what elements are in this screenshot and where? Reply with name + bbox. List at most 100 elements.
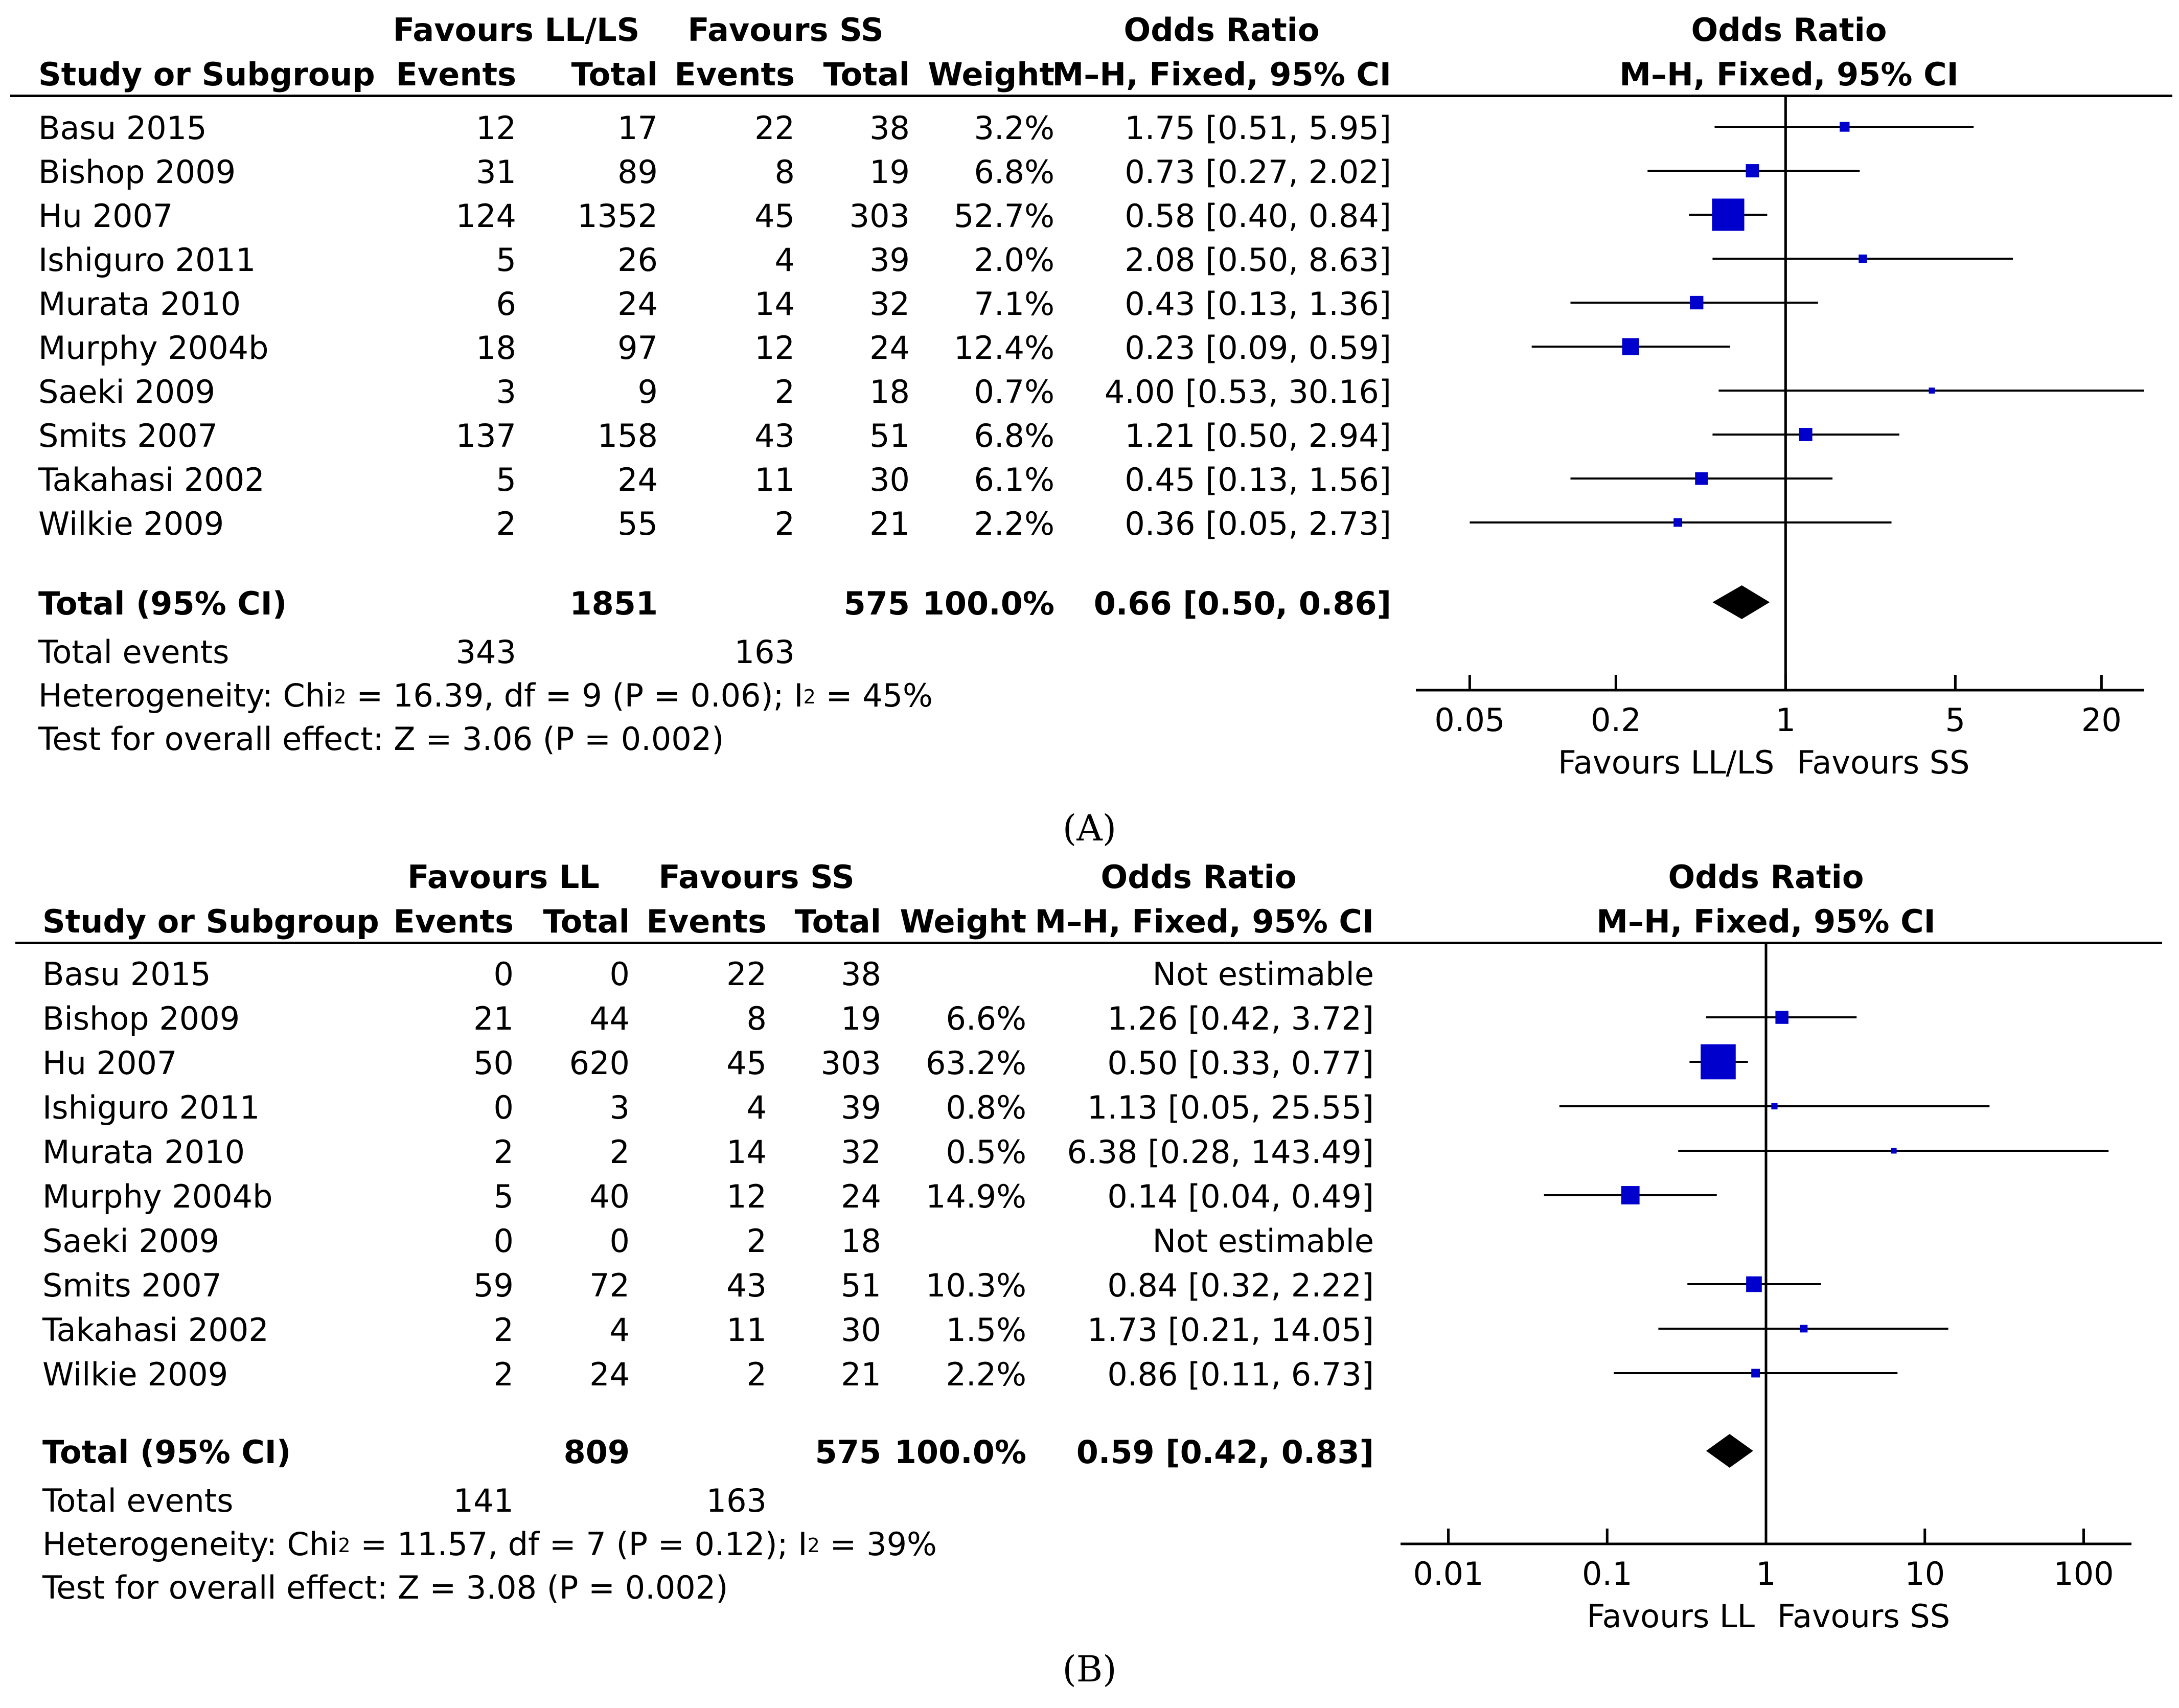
x-axis-tick-label: 0.2 <box>1591 701 1641 739</box>
total-label: Total (95% CI) <box>38 585 287 622</box>
point-estimate-marker <box>1751 1369 1760 1378</box>
study-weight: 6.1% <box>974 461 1054 498</box>
overall-effect-test: Test for overall effect: Z = 3.06 (P = 0… <box>38 720 724 758</box>
study-name: Smits 2007 <box>42 1267 222 1304</box>
total-group2: 18 <box>841 1222 881 1260</box>
study-name: Basu 2015 <box>42 955 211 993</box>
total-events-group2: 163 <box>734 633 795 671</box>
study-name: Murata 2010 <box>38 285 241 323</box>
odds-ratio-ci: 6.38 [0.28, 143.49] <box>1067 1133 1374 1171</box>
total-group2: 18 <box>869 373 910 411</box>
study-name: Murphy 2004b <box>38 329 269 367</box>
x-axis-tick-label: 10 <box>1905 1555 1945 1592</box>
total-group1: 3 <box>609 1089 630 1126</box>
pooled-diamond <box>1706 1434 1753 1468</box>
study-weight: 2.0% <box>974 241 1054 279</box>
total-group1: 1352 <box>577 197 658 235</box>
x-axis-tick-label: 5 <box>1945 701 1965 739</box>
x-axis-tick-label: 20 <box>2081 701 2122 739</box>
total-group2: 32 <box>841 1133 881 1171</box>
point-estimate-marker <box>1799 428 1813 441</box>
study-name: Bishop 2009 <box>42 1000 240 1037</box>
heterogeneity-middle: = 16.39, df = 9 (P = 0.06); I <box>346 677 804 714</box>
odds-ratio-ci: 0.84 [0.32, 2.22] <box>1107 1267 1374 1304</box>
study-name: Hu 2007 <box>38 197 173 235</box>
point-estimate-marker <box>1673 518 1683 527</box>
or-col-header-top: Odds Ratio <box>1123 11 1320 49</box>
odds-ratio-ci: 0.58 [0.40, 0.84] <box>1125 197 1391 235</box>
group2-header: Favours SS <box>658 858 855 896</box>
odds-ratio-ci: 0.50 [0.33, 0.77] <box>1107 1044 1374 1082</box>
heterogeneity-prefix: Heterogeneity: Chi <box>42 1525 338 1563</box>
total1-col-header: Total <box>543 903 630 940</box>
overall-effect-test: Test for overall effect: Z = 3.08 (P = 0… <box>42 1569 728 1606</box>
total1-col-header: Total <box>571 56 658 93</box>
odds-ratio-ci: 0.23 [0.09, 0.59] <box>1125 329 1391 367</box>
total-group1: 0 <box>609 955 630 993</box>
total-group2: 19 <box>841 1000 881 1037</box>
total-group2: 24 <box>841 1178 881 1215</box>
study-weight: 3.2% <box>974 109 1054 147</box>
total-group2: 30 <box>841 1311 881 1349</box>
total2-col-header: Total <box>823 56 910 93</box>
study-name: Wilkie 2009 <box>38 505 224 542</box>
events-group1: 2 <box>493 1356 514 1393</box>
study-weight: 7.1% <box>974 285 1054 323</box>
study-weight: 6.8% <box>974 417 1054 454</box>
events-group2: 2 <box>774 505 795 542</box>
plot-col-header-bottom: M–H, Fixed, 95% CI <box>1619 56 1959 93</box>
point-estimate-marker <box>1891 1148 1897 1154</box>
odds-ratio-ci: Not estimable <box>1152 955 1374 993</box>
events-group1: 5 <box>493 1178 514 1215</box>
study-name: Saeki 2009 <box>42 1222 220 1260</box>
x-axis-tick-label: 100 <box>2053 1555 2114 1592</box>
study-name: Ishiguro 2011 <box>42 1089 260 1126</box>
favours-right-label: Favours SS <box>1777 1598 1950 1635</box>
total-group2: 303 <box>849 197 910 235</box>
point-estimate-marker <box>1695 472 1708 485</box>
total-group2: 38 <box>869 109 910 147</box>
odds-ratio-ci: 4.00 [0.53, 30.16] <box>1104 373 1391 411</box>
study-name: Smits 2007 <box>38 417 218 454</box>
heterogeneity-sup1: 2 <box>338 1534 351 1557</box>
odds-ratio-ci: 1.26 [0.42, 3.72] <box>1107 1000 1374 1037</box>
total-group2: 51 <box>869 417 910 454</box>
total-weight: 100.0% <box>894 1433 1026 1471</box>
study-weight: 2.2% <box>946 1356 1026 1393</box>
total-group1: 44 <box>589 1000 630 1037</box>
or-col-header-bottom: M–H, Fixed, 95% CI <box>1052 56 1391 93</box>
events-group1: 12 <box>476 109 516 147</box>
x-axis-tick-label: 0.01 <box>1413 1555 1484 1592</box>
total-group1: 24 <box>617 461 658 498</box>
study-name: Bishop 2009 <box>38 153 236 191</box>
point-estimate-marker <box>1800 1325 1808 1333</box>
or-col-header-top: Odds Ratio <box>1100 858 1297 896</box>
study-name: Takahasi 2002 <box>38 461 265 498</box>
study-weight: 0.8% <box>946 1089 1026 1126</box>
events-group2: 22 <box>754 109 795 147</box>
study-weight: 1.5% <box>946 1311 1026 1349</box>
group2-header: Favours SS <box>687 11 884 49</box>
total-weight: 100.0% <box>922 585 1054 622</box>
events-group2: 8 <box>774 153 795 191</box>
forest-plot: 0.05 0.2 1 5 20 Favours LL/LS Favours SS <box>1416 95 2144 781</box>
events-group1: 3 <box>496 373 516 411</box>
study-name: Murphy 2004b <box>42 1178 273 1215</box>
heterogeneity-stat: Heterogeneity: Chi2 = 16.39, df = 9 (P =… <box>38 680 933 712</box>
events-group1: 0 <box>493 955 514 993</box>
events-group2: 45 <box>726 1044 767 1082</box>
panel-label: (B) <box>1062 1648 1117 1690</box>
events2-col-header: Events <box>674 56 795 93</box>
events-group2: 11 <box>726 1311 767 1349</box>
total-group1: 89 <box>617 153 658 191</box>
total-group2: 575 <box>843 585 910 622</box>
group1-header: Favours LL <box>407 858 600 896</box>
total-group1: 24 <box>617 285 658 323</box>
heterogeneity-middle: = 11.57, df = 7 (P = 0.12); I <box>350 1525 808 1563</box>
odds-ratio-ci: 0.43 [0.13, 1.36] <box>1125 285 1391 323</box>
weight-col-header: Weight <box>900 903 1026 940</box>
study-name: Hu 2007 <box>42 1044 177 1082</box>
forest-panel-a: Favours LL/LS Favours SS Odds Ratio Odds Ra… <box>0 0 2179 846</box>
point-estimate-marker <box>1771 1103 1778 1110</box>
study-weight: 6.6% <box>946 1000 1026 1037</box>
